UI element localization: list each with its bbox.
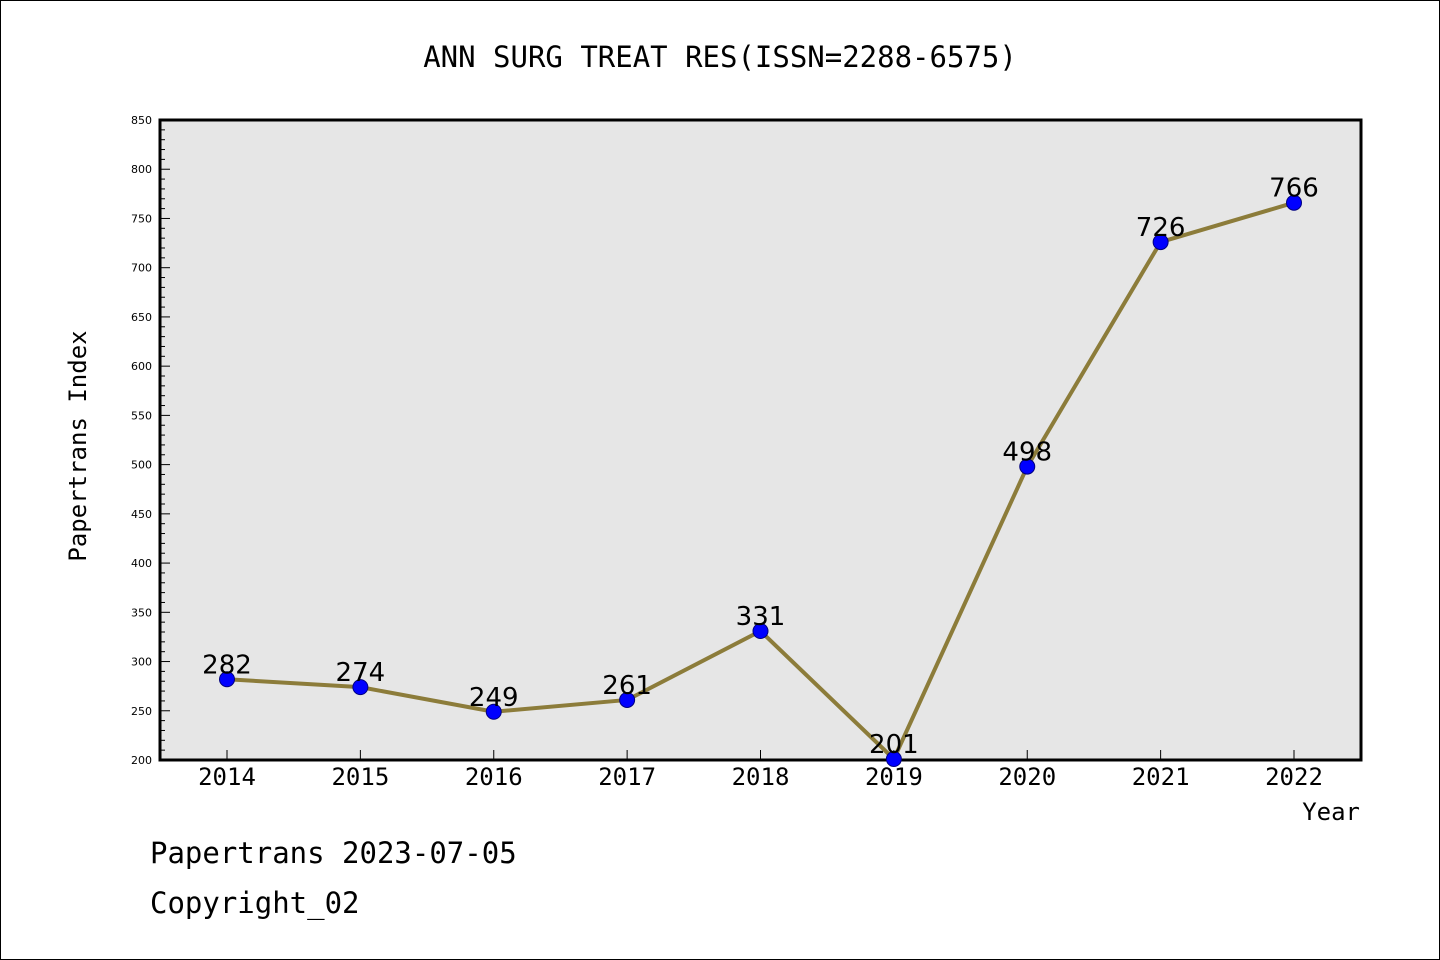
data-label: 331 [736,602,786,632]
data-label: 249 [469,683,519,713]
x-tick-label: 2015 [331,763,389,791]
data-label: 201 [869,730,919,760]
y-tick-label: 550 [131,409,152,422]
y-tick-label: 500 [131,459,152,472]
data-label: 726 [1136,213,1186,243]
x-axis-labels: 2014 2015 2016 2017 2018 2019 2020 2021 2022 [198,763,1323,791]
x-tick-label: 2021 [1132,763,1190,791]
data-label: 498 [1002,438,1052,468]
data-point-marker [1286,194,1302,211]
x-axis-ticks [226,750,1295,760]
data-point-marker [885,751,902,768]
y-tick-label: 600 [131,360,152,373]
chart-title: ANN SURG TREAT RES(ISSN=2288-6575) [423,40,1017,74]
series-markers [219,194,1302,768]
data-point-marker [352,679,369,696]
x-tick-label: 2019 [865,763,923,791]
x-tick-label: 2016 [465,763,523,791]
data-labels: 282 274 249 261 331 201 498 726 766 [202,174,1319,760]
x-tick-label: 2014 [198,763,256,791]
y-tick-label: 850 [131,114,152,127]
y-tick-label: 750 [131,212,152,225]
y-tick-label: 450 [131,508,152,521]
y-tick-label: 800 [131,163,152,176]
x-tick-label: 2018 [732,763,790,791]
y-tick-label: 650 [131,311,152,324]
data-point-marker [1152,234,1169,251]
y-tick-label: 200 [131,754,152,767]
footer-date: Papertrans 2023-07-05 [150,836,517,870]
data-label: 766 [1269,174,1319,204]
y-tick-label: 350 [131,606,152,619]
x-tick-label: 2022 [1265,763,1323,791]
footer-copyright: Copyright_02 [150,886,360,920]
y-tick-label: 300 [131,656,152,669]
data-label: 261 [602,671,652,701]
data-point-marker [1019,458,1036,475]
x-tick-label: 2020 [998,763,1056,791]
y-tick-label: 250 [131,705,152,718]
data-label: 282 [202,650,252,680]
y-tick-label: 700 [131,262,152,275]
y-tick-label: 400 [131,557,152,570]
y-axis-labels: 200 250 300 350 400 450 500 550 600 650 700 750 800 8… [131,114,152,767]
plot-area [158,118,1363,762]
data-point-marker [219,671,235,688]
y-axis-ticks [160,119,170,761]
data-point-marker [752,623,769,640]
data-label: 274 [336,658,386,688]
data-point-marker [485,703,502,720]
data-point-marker [619,691,636,708]
y-axis-title: Papertrans Index [64,330,92,561]
x-tick-label: 2017 [598,763,656,791]
x-axis-title: Year [1302,798,1360,826]
